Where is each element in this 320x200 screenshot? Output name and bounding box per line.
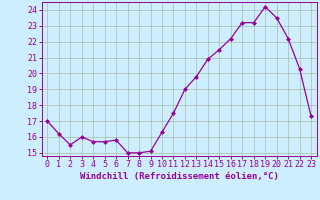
- X-axis label: Windchill (Refroidissement éolien,°C): Windchill (Refroidissement éolien,°C): [80, 172, 279, 181]
